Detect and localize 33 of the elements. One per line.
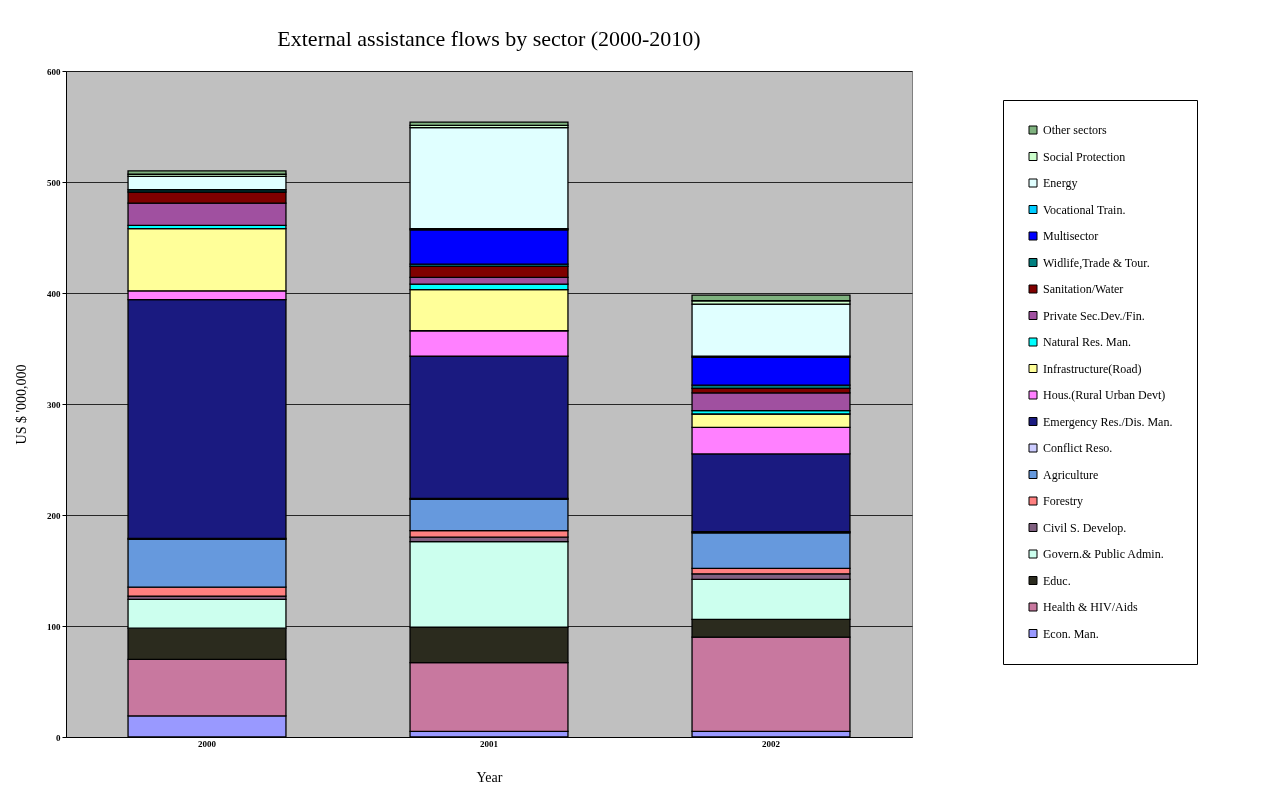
legend-label: Private Sec.Dev./Fin. — [1043, 308, 1145, 323]
x-tick-label: 2000 — [198, 738, 217, 749]
y-axis-title: US $ '000,000 — [14, 364, 29, 445]
legend-label: Natural Res. Man. — [1043, 335, 1131, 349]
legend-label: Econ. Man. — [1043, 626, 1099, 641]
legend-label: Infrastructure(Road) — [1043, 361, 1142, 376]
legend-label: Other sectors — [1043, 123, 1107, 137]
y-tick-label: 600 — [47, 66, 61, 77]
y-tick-label: 100 — [47, 621, 61, 632]
legend-label: Emergency Res./Dis. Man. — [1043, 414, 1173, 429]
legend-label: Health & HIV/Aids — [1043, 600, 1138, 614]
legend-label: Widlife,Trade & Tour. — [1043, 255, 1150, 270]
y-tick-label: 0 — [56, 732, 61, 743]
chart-title: External assistance flows by sector (2000-2010) — [277, 26, 701, 51]
y-tick-label: 400 — [47, 288, 61, 299]
legend-label: Multisector — [1043, 229, 1099, 243]
x-axis-title: Year — [476, 769, 503, 785]
x-tick-label: 2001 — [480, 738, 499, 749]
y-tick-label: 300 — [47, 399, 61, 410]
legend-label: Social Protection — [1043, 149, 1126, 164]
legend-label: Conflict Reso. — [1043, 441, 1113, 455]
legend-label: Govern.& Public Admin. — [1043, 547, 1164, 561]
legend-label: Hous.(Rural Urban Devt) — [1043, 388, 1166, 402]
legend-label: Civil S. Develop. — [1043, 520, 1127, 535]
legend-label: Energy — [1043, 176, 1078, 190]
legend-label: Educ. — [1043, 573, 1071, 588]
legend-label: Forestry — [1043, 494, 1083, 508]
x-tick-label: 2002 — [762, 738, 781, 749]
legend-label: Vocational Train. — [1043, 202, 1126, 217]
y-tick-label: 500 — [47, 177, 61, 188]
y-tick-label: 200 — [47, 510, 61, 521]
legend-label: Agriculture — [1043, 467, 1099, 482]
legend-label: Sanitation/Water — [1043, 282, 1124, 296]
